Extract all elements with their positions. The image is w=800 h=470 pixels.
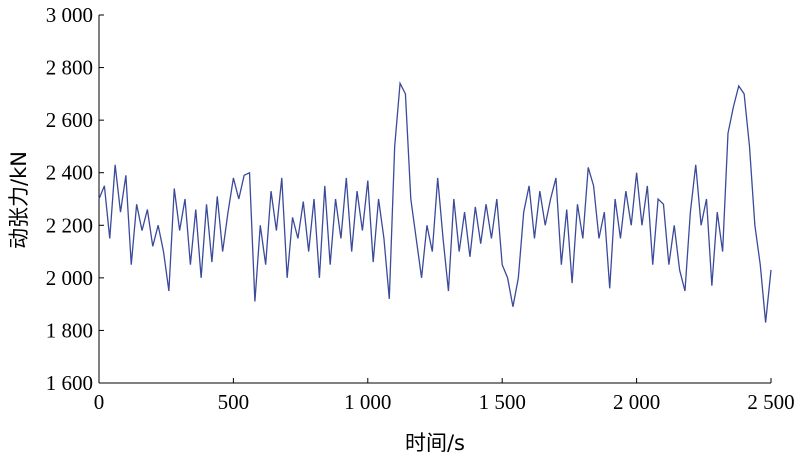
y-tick-label: 2 600 [46, 108, 93, 132]
x-tick-label: 500 [218, 390, 250, 414]
y-tick-label: 2 800 [46, 56, 93, 80]
y-tick-label: 3 000 [46, 3, 93, 27]
x-tick-label: 2 500 [747, 390, 794, 414]
y-tick-label: 2 400 [46, 161, 93, 185]
y-tick-label: 2 200 [46, 213, 93, 237]
y-tick-label: 1 600 [46, 371, 93, 395]
line-series [98, 81, 772, 323]
x-tick-label: 0 [94, 390, 105, 414]
y-tick-label: 1 800 [46, 318, 93, 342]
x-tick-label: 1 500 [479, 390, 526, 414]
y-tick-label: 2 000 [46, 266, 93, 290]
y-axis-label: 动张力/kN [7, 151, 31, 249]
x-tick-label: 1 000 [344, 390, 391, 414]
x-axis-label: 时间/s [405, 431, 465, 455]
x-tick-label: 2 000 [613, 390, 660, 414]
